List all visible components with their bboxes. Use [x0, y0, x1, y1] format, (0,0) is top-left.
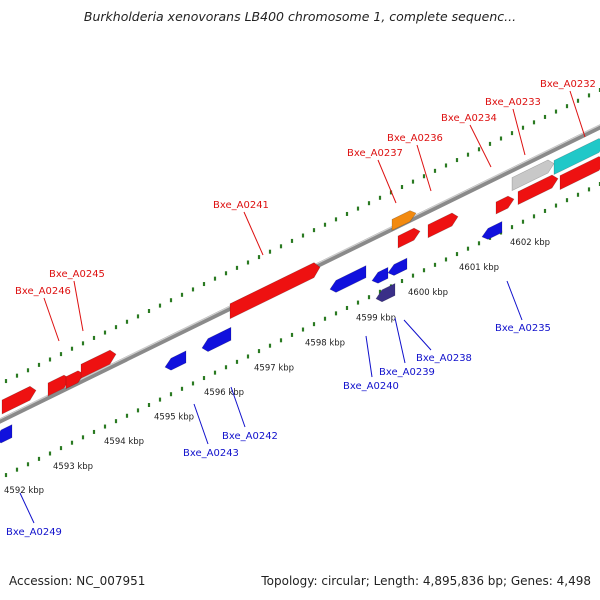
gene-bxe-a0238[interactable] — [387, 257, 408, 276]
kbp-scale-label: 4600 kbp — [408, 288, 448, 298]
label-bxe-a0232[interactable]: Bxe_A0232 — [540, 79, 596, 90]
topology-summary: Topology: circular; Length: 4,895,836 bp… — [261, 574, 591, 588]
gene-bxe-a0240[interactable] — [329, 265, 367, 293]
label-bxe-a0239-leader — [394, 317, 406, 364]
kbp-scale-label: 4597 kbp — [254, 364, 294, 374]
label-bxe-a0234[interactable]: Bxe_A0234 — [441, 113, 497, 124]
label-bxe-a0236-leader — [416, 144, 432, 192]
label-bxe-a0237[interactable]: Bxe_A0237 — [347, 148, 403, 159]
label-bxe-a0232-leader — [569, 90, 586, 138]
gene-bxe-a0243[interactable] — [164, 350, 187, 371]
gene-unknown-function[interactable] — [511, 159, 555, 192]
label-bxe-a0249[interactable]: Bxe_A0249 — [6, 527, 62, 538]
label-bxe-a0234-leader — [469, 124, 492, 168]
gene-bxe-a0241[interactable] — [229, 262, 321, 320]
gene-rna[interactable] — [553, 138, 600, 176]
gene-forward[interactable] — [1, 385, 37, 415]
gene-reverse[interactable] — [0, 424, 13, 444]
label-bxe-a0245[interactable]: Bxe_A0245 — [49, 269, 105, 280]
label-bxe-a0242-leader — [230, 386, 246, 428]
kbp-scale-label: 4601 kbp — [459, 263, 499, 273]
label-bxe-a0243[interactable]: Bxe_A0243 — [183, 448, 239, 459]
gene-bxe-a0234[interactable] — [495, 195, 515, 215]
label-bxe-a0241[interactable]: Bxe_A0241 — [213, 200, 269, 211]
label-bxe-a0245-leader — [73, 280, 84, 332]
label-bxe-a0233-leader — [512, 108, 526, 156]
gene-highlighted[interactable] — [391, 210, 417, 231]
label-bxe-a0243-leader — [193, 403, 209, 445]
gene-bxe-a0233[interactable] — [517, 174, 559, 206]
label-bxe-a0242[interactable]: Bxe_A0242 — [222, 431, 278, 442]
label-bxe-a0241-leader — [243, 211, 264, 256]
label-bxe-a0236[interactable]: Bxe_A0236 — [387, 133, 443, 144]
kbp-scale-label: 4594 kbp — [104, 437, 144, 447]
kbp-scale-label: 4593 kbp — [53, 462, 93, 472]
kbp-scale-label: 4596 kbp — [204, 388, 244, 398]
label-bxe-a0249-leader — [19, 492, 35, 524]
label-bxe-a0238[interactable]: Bxe_A0238 — [416, 353, 472, 364]
label-bxe-a0233[interactable]: Bxe_A0233 — [485, 97, 541, 108]
gene-bxe-a0239[interactable] — [375, 282, 396, 303]
gene-bxe-a0236[interactable] — [427, 212, 459, 239]
label-bxe-a0246[interactable]: Bxe_A0246 — [15, 286, 71, 297]
gene-reverse[interactable] — [371, 266, 389, 284]
label-bxe-a0235-leader — [506, 280, 523, 321]
label-bxe-a0237-leader — [377, 159, 397, 204]
gene-forward[interactable] — [80, 349, 117, 379]
kbp-scale-label: 4595 kbp — [154, 413, 194, 423]
gene-bxe-a0235[interactable] — [481, 221, 503, 240]
gene-bxe-a0232[interactable] — [559, 156, 600, 191]
kbp-scale-label: 4592 kbp — [4, 486, 44, 496]
gene-bxe-a0237[interactable] — [397, 227, 421, 249]
label-bxe-a0246-leader — [43, 297, 60, 342]
kbp-scale-label: 4598 kbp — [305, 339, 345, 349]
label-bxe-a0240[interactable]: Bxe_A0240 — [343, 381, 399, 392]
label-bxe-a0238-leader — [403, 319, 432, 351]
gene-bxe-a0242[interactable] — [201, 326, 232, 352]
label-bxe-a0235[interactable]: Bxe_A0235 — [495, 323, 551, 334]
label-bxe-a0239[interactable]: Bxe_A0239 — [379, 367, 435, 378]
sequence-title: Burkholderia xenovorans LB400 chromosome… — [83, 9, 517, 24]
kbp-scale-label: 4599 kbp — [356, 314, 396, 324]
label-bxe-a0240-leader — [365, 335, 373, 378]
accession-text: Accession: NC_007951 — [9, 574, 146, 588]
kbp-scale-label: 4602 kbp — [510, 238, 550, 248]
